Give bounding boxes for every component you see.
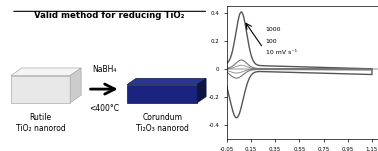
Polygon shape	[127, 85, 197, 103]
Polygon shape	[197, 79, 206, 103]
Text: 10 mV s⁻¹: 10 mV s⁻¹	[265, 50, 297, 55]
Text: 1000: 1000	[265, 27, 281, 32]
Polygon shape	[11, 68, 81, 76]
Text: Rutile: Rutile	[29, 113, 52, 122]
Text: Ti₂O₃ nanorod: Ti₂O₃ nanorod	[136, 124, 189, 133]
Text: Valid method for reducing TiO₂: Valid method for reducing TiO₂	[34, 11, 185, 20]
Text: 100: 100	[265, 39, 277, 43]
Polygon shape	[127, 79, 206, 85]
Text: Corundum: Corundum	[142, 113, 182, 122]
Text: TiO₂ nanorod: TiO₂ nanorod	[15, 124, 65, 133]
Text: <400°C: <400°C	[89, 104, 119, 113]
Polygon shape	[70, 68, 81, 103]
Text: NaBH₄: NaBH₄	[92, 65, 116, 74]
Polygon shape	[11, 76, 70, 103]
